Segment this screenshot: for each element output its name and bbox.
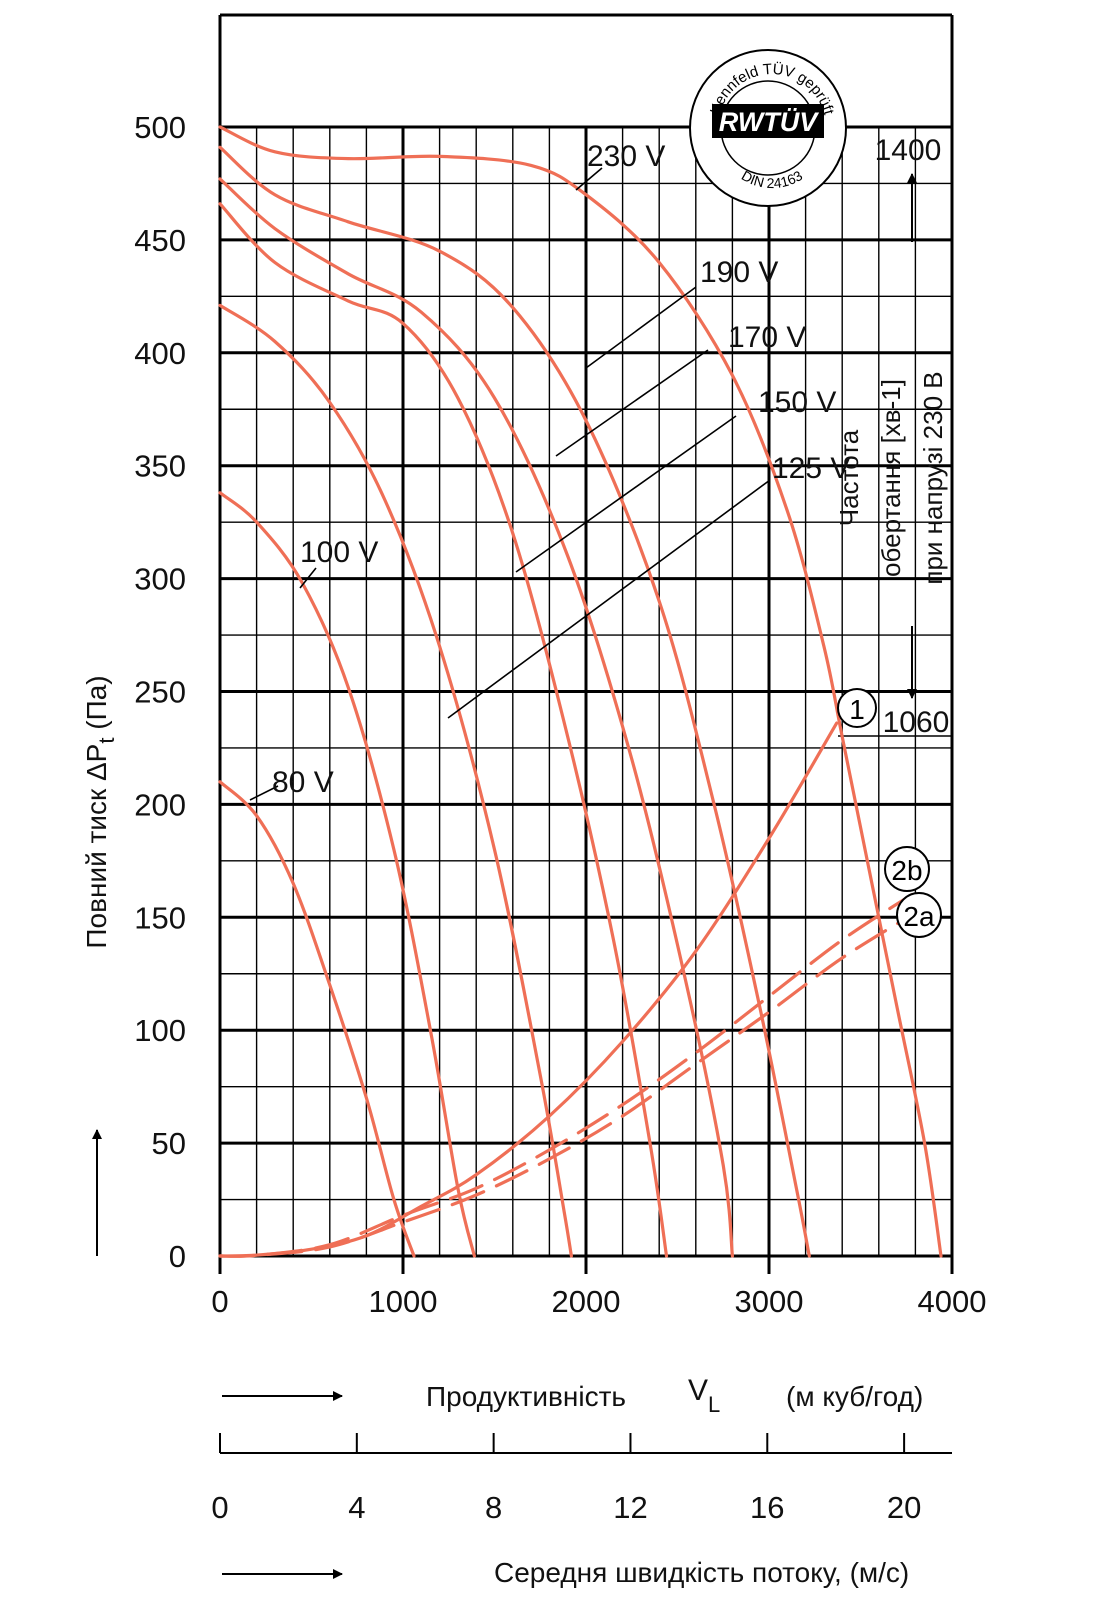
label-100v: 100 V (300, 536, 378, 569)
velocity-tick-label: 16 (750, 1490, 784, 1525)
fan-curve-150v (218, 202, 669, 1258)
velocity-axis-label: Середня швидкість потоку, (м/с) (494, 1557, 909, 1588)
label-230v: 230 V (587, 140, 665, 173)
velocity-tick-label: 0 (211, 1490, 228, 1525)
x-axis-symbol-sub: L (708, 1392, 720, 1417)
x-tick-label: 1000 (369, 1284, 438, 1319)
y-axis-label-sub: t (94, 738, 119, 744)
x-axis-label-unit: (м куб/год) (786, 1381, 923, 1412)
label-190v: 190 V (700, 256, 778, 289)
velocity-tick-label: 4 (348, 1490, 365, 1525)
speed-bottom-label: 1060 (883, 706, 950, 739)
fan-curves (218, 125, 943, 1258)
y-tick-label: 250 (134, 675, 186, 710)
y-tick-label: 150 (134, 900, 186, 935)
fan-curve-230v (218, 125, 943, 1258)
y-tick-label: 50 (152, 1126, 186, 1161)
voltage-leaders (249, 167, 771, 801)
system-curve-1 (218, 721, 839, 1258)
y-tick-label: 0 (169, 1239, 186, 1274)
badge-logo: RWTÜV (719, 107, 819, 137)
label-170v: 170 V (728, 321, 806, 354)
rwtuv-badge: Kennfeld TÜV geprüft DIN 24163 RWTÜV (689, 49, 847, 207)
badge-logo-box (712, 104, 824, 138)
system-curve-2b (218, 893, 914, 1258)
fan-curve-100v (218, 491, 476, 1258)
x-axis-ticks: 0 1000 2000 3000 4000 (211, 1284, 986, 1319)
marker-2a: 2a (896, 892, 942, 938)
speed-label-line-3: при напрузі 230 В (918, 371, 948, 584)
y-tick-label: 100 (134, 1013, 186, 1048)
marker-1: 1 (837, 688, 877, 728)
x-tick-label: 4000 (918, 1284, 987, 1319)
velocity-axis-ticks: 0 4 8 12 16 20 (211, 1433, 921, 1525)
plot-grid (218, 15, 954, 1274)
x-tick-label: 3000 (735, 1284, 804, 1319)
y-tick-label: 400 (134, 336, 186, 371)
marker-2a-label: 2a (903, 901, 935, 932)
y-axis-label: Повний тиск ΔPt (Па) (81, 675, 119, 948)
fan-curve-170v (218, 177, 734, 1258)
marker-1-label: 1 (849, 694, 865, 725)
fan-curve-80v (218, 780, 416, 1258)
velocity-tick-label: 20 (887, 1490, 921, 1525)
system-curve-2a (218, 911, 917, 1258)
label-150v: 150 V (758, 386, 836, 419)
marker-2b: 2b (884, 846, 930, 892)
y-axis-label-main: Повний тиск ΔP (81, 744, 112, 949)
speed-label-line-2: обертання [хв-1] (876, 379, 906, 577)
x-axis-label-main: Продуктивність (426, 1381, 626, 1412)
x-tick-label: 2000 (552, 1284, 621, 1319)
y-axis-ticks: 0 50 100 150 200 250 300 350 400 450 500 (134, 110, 186, 1274)
system-curves (218, 721, 917, 1258)
velocity-tick-label: 8 (485, 1490, 502, 1525)
y-axis-label-unit: (Па) (81, 675, 112, 737)
y-tick-label: 300 (134, 562, 186, 597)
label-80v: 80 V (272, 766, 334, 799)
y-tick-label: 200 (134, 787, 186, 822)
x-axis-label-symbol: VL (688, 1374, 720, 1417)
speed-vertical-label: Частота обертання [хв-1] при напрузі 230… (834, 371, 948, 584)
y-tick-label: 350 (134, 449, 186, 484)
marker-2b-label: 2b (891, 855, 922, 886)
speed-label-line-1: Частота (834, 429, 864, 526)
fan-curve-125v (218, 303, 573, 1258)
x-axis-symbol-main: V (688, 1374, 708, 1407)
velocity-tick-label: 12 (613, 1490, 647, 1525)
label-125v: 125 V (772, 452, 850, 485)
y-tick-label: 500 (134, 110, 186, 145)
x-tick-label: 0 (211, 1284, 228, 1319)
speed-top-label: 1400 (875, 134, 942, 167)
fan-curve-190v (218, 145, 811, 1258)
y-tick-label: 450 (134, 223, 186, 258)
